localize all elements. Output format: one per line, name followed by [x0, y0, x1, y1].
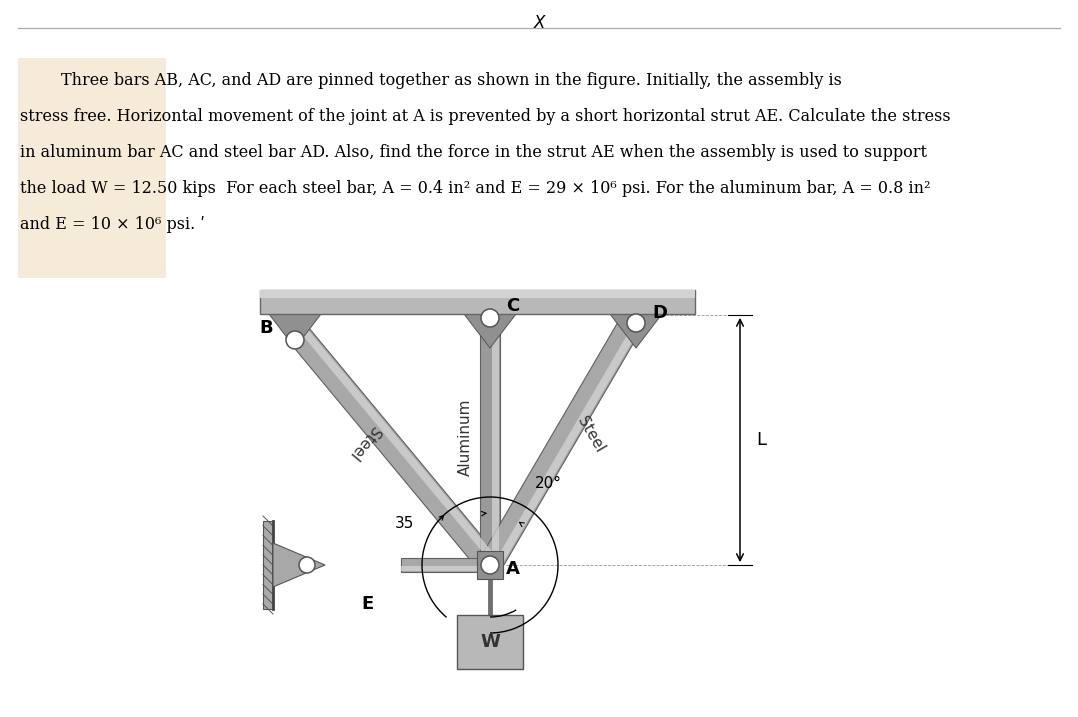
Text: E: E [361, 595, 373, 613]
Text: W: W [480, 633, 500, 651]
Polygon shape [492, 316, 645, 570]
Text: X: X [534, 14, 544, 32]
Text: 35: 35 [396, 516, 415, 531]
Text: B: B [260, 319, 273, 337]
Circle shape [299, 557, 315, 573]
Text: in aluminum bar AC and steel bar AD. Also, find the force in the strut AE when t: in aluminum bar AC and steel bar AD. Als… [20, 144, 927, 161]
Text: L: L [756, 431, 766, 449]
Bar [457, 615, 523, 669]
Circle shape [627, 314, 645, 332]
Circle shape [286, 331, 304, 349]
Polygon shape [270, 314, 321, 348]
Bar [18, 58, 166, 278]
Text: Steel: Steel [575, 414, 607, 455]
Polygon shape [296, 323, 498, 564]
Text: Aluminum: Aluminum [457, 399, 472, 476]
Polygon shape [286, 323, 499, 573]
Text: stress free. Horizontal movement of the joint at A is prevented by a short horiz: stress free. Horizontal movement of the … [20, 108, 951, 125]
Text: A: A [506, 560, 520, 578]
Polygon shape [273, 543, 324, 587]
Polygon shape [492, 310, 498, 565]
Text: D: D [652, 304, 667, 322]
Text: C: C [506, 297, 520, 315]
Bar [260, 290, 695, 298]
Text: 20°: 20° [535, 475, 562, 490]
Text: Steel: Steel [346, 423, 383, 462]
Polygon shape [480, 310, 500, 565]
Polygon shape [464, 314, 516, 348]
Polygon shape [610, 314, 662, 348]
Bar [263, 521, 273, 609]
Circle shape [481, 309, 499, 327]
Polygon shape [401, 566, 476, 571]
Circle shape [481, 556, 499, 574]
Polygon shape [480, 309, 647, 571]
Polygon shape [401, 558, 476, 572]
Text: the load W = 12.50 kips  For each steel bar, A = 0.4 in² and E = 29 × 10⁶ psi. F: the load W = 12.50 kips For each steel b… [20, 180, 930, 197]
Text: and E = 10 × 10⁶ psi. ʹ: and E = 10 × 10⁶ psi. ʹ [20, 216, 205, 233]
Text: Three bars AB, AC, and AD are pinned together as shown in the figure. Initially,: Three bars AB, AC, and AD are pinned tog… [20, 72, 842, 89]
Bar [476, 551, 503, 579]
Bar [260, 290, 695, 314]
